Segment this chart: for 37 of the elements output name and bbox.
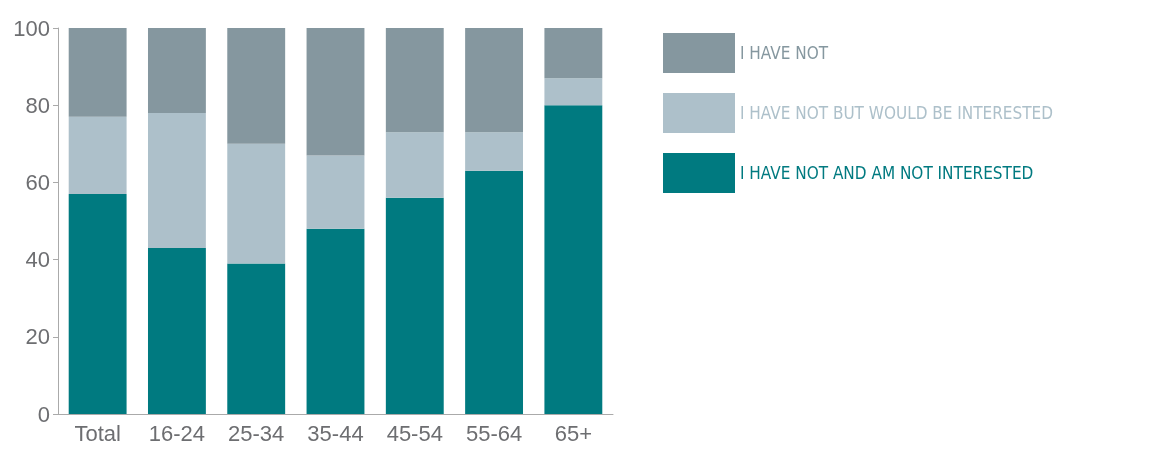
bar bbox=[465, 28, 524, 133]
bar bbox=[227, 263, 286, 414]
x-tick-label: 35-44 bbox=[307, 420, 364, 446]
bar bbox=[544, 105, 603, 414]
bar bbox=[306, 28, 365, 156]
bar bbox=[147, 248, 206, 414]
y-tick-label: 80 bbox=[25, 92, 50, 118]
bar bbox=[306, 155, 365, 229]
bar bbox=[227, 143, 286, 264]
y-tick-label: 60 bbox=[25, 169, 50, 195]
y-tick-label: 40 bbox=[25, 247, 50, 273]
y-tick-label: 0 bbox=[37, 401, 50, 427]
legend-label: I HAVE NOT BUT WOULD BE INTERESTED bbox=[740, 103, 1054, 123]
x-tick-label: 65+ bbox=[554, 420, 593, 446]
bar bbox=[68, 28, 127, 117]
bar bbox=[68, 116, 127, 194]
bar bbox=[147, 28, 206, 113]
bar bbox=[385, 28, 444, 133]
bar bbox=[465, 170, 524, 414]
bar bbox=[306, 228, 365, 414]
x-tick-label: 25-34 bbox=[228, 420, 285, 446]
bar bbox=[465, 132, 524, 171]
bar bbox=[68, 193, 127, 414]
bar bbox=[385, 197, 444, 414]
bar bbox=[544, 28, 603, 79]
bar bbox=[227, 28, 286, 144]
y-tick-label: 100 bbox=[13, 15, 50, 41]
y-tick-label: 20 bbox=[25, 324, 50, 350]
x-tick-label: 16-24 bbox=[148, 420, 206, 446]
bar bbox=[544, 78, 603, 106]
x-tick-label: Total bbox=[74, 420, 121, 446]
x-tick-label: 45-54 bbox=[386, 420, 443, 446]
bar bbox=[385, 132, 444, 198]
legend-label: I HAVE NOT bbox=[740, 43, 829, 63]
x-tick-label: 55-64 bbox=[465, 420, 523, 446]
legend-label: I HAVE NOT AND AM NOT INTERESTED bbox=[740, 163, 1034, 183]
bar bbox=[147, 112, 206, 249]
